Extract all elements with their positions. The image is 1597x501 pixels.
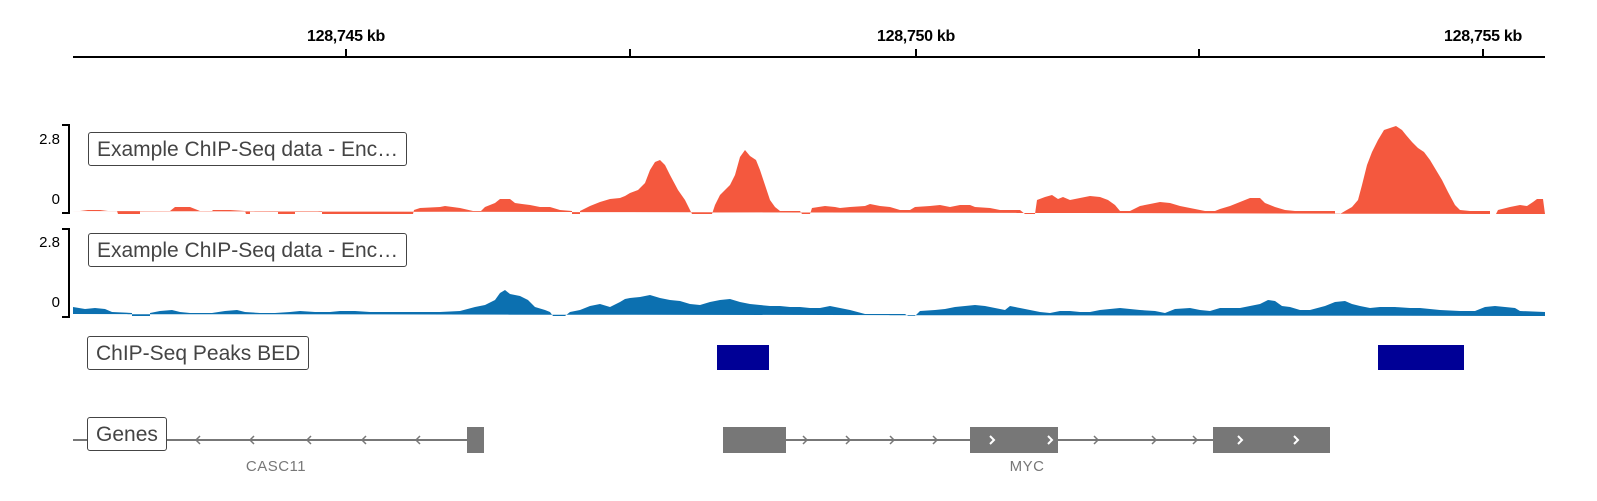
axis-max-label: 2.8 (39, 131, 60, 148)
strand-arrow-icon (305, 435, 312, 445)
axis-min-label: 0 (51, 191, 60, 208)
chipseq-signal-track-1[interactable]: 2.8 0 Example ChIP-Seq data - Enc… (0, 122, 1597, 216)
strand-arrow-icon (1293, 435, 1300, 445)
strand-arrow-icon (802, 435, 809, 445)
track-name-label-genes[interactable]: Genes (87, 417, 167, 451)
exon-block[interactable] (467, 427, 484, 453)
gene-name-label[interactable]: MYC (1009, 458, 1045, 475)
chipseq-signal-track-2[interactable]: 2.8 0 Example ChIP-Seq data - Enc… (0, 226, 1597, 320)
strand-arrow-icon (1192, 435, 1199, 445)
exon-block[interactable] (970, 427, 1058, 453)
strand-arrow-icon (1047, 435, 1054, 445)
axis-max-label: 2.8 (39, 234, 60, 251)
ruler-tick (1198, 49, 1200, 57)
track-name-label[interactable]: Example ChIP-Seq data - Enc… (88, 233, 408, 267)
ruler-position-label: 128,745 kb (307, 28, 385, 45)
peak-feature[interactable] (717, 345, 769, 370)
track-name-label-peaks[interactable]: ChIP-Seq Peaks BED (87, 336, 310, 370)
strand-arrow-icon (414, 435, 421, 445)
signal-area-2[interactable] (73, 290, 1545, 316)
strand-arrow-icon (1093, 435, 1100, 445)
ruler-tick (629, 49, 631, 57)
strand-arrow-icon (1151, 435, 1158, 445)
signal-area-1[interactable] (73, 126, 1545, 214)
ruler-tick (345, 49, 347, 57)
ruler-tick (915, 49, 917, 57)
axis-bracket (62, 124, 70, 214)
strand-arrow-icon (1237, 435, 1244, 445)
axis-min-label: 0 (51, 294, 60, 311)
ruler-position-label: 128,750 kb (877, 28, 955, 45)
strand-arrow-icon (845, 435, 852, 445)
ruler[interactable]: 128,745 kb 128,750 kb 128,755 kb (0, 0, 1597, 70)
strand-arrow-icon (889, 435, 896, 445)
ruler-position-label: 128,755 kb (1444, 28, 1522, 45)
exon-block[interactable] (1213, 427, 1330, 453)
gene-name-label[interactable]: CASC11 (245, 458, 307, 475)
exon-block[interactable] (723, 427, 786, 453)
track-name-label[interactable]: Example ChIP-Seq data - Enc… (88, 132, 408, 166)
strand-arrow-icon (248, 435, 255, 445)
data-range-axis: 2.8 0 (0, 122, 72, 216)
ruler-tick (1482, 49, 1484, 57)
ruler-axis-line (73, 56, 1545, 58)
data-range-axis: 2.8 0 (0, 226, 72, 320)
strand-arrow-icon (932, 435, 939, 445)
strand-arrow-icon (194, 435, 201, 445)
peak-feature[interactable] (1378, 345, 1464, 370)
strand-arrow-icon (989, 435, 996, 445)
strand-arrow-icon (360, 435, 367, 445)
axis-bracket (62, 228, 70, 318)
